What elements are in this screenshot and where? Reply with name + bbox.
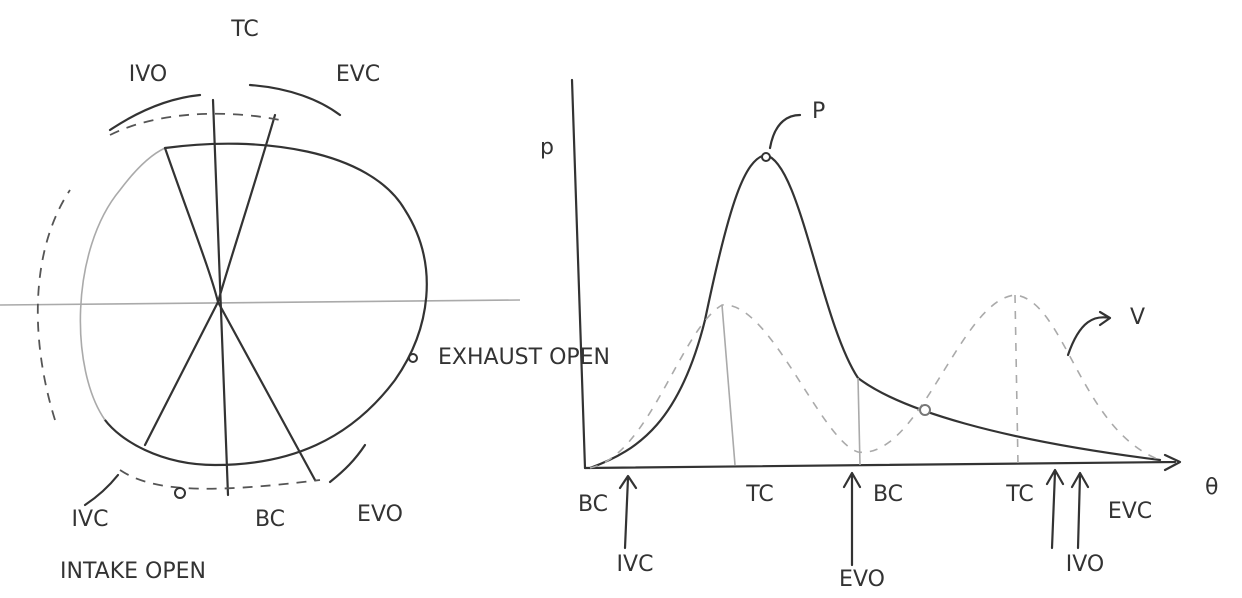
ivc-label: IVC [617,552,654,577]
evo-label: EVO [839,567,885,592]
evo-arrow [844,473,860,565]
evc-label: EVC [336,62,380,87]
bottom-arc [120,470,320,489]
ivo-label: IVO [129,62,167,87]
bc-label: BC [578,492,608,517]
y-axis-label: p [540,135,554,160]
vertical-axis [213,100,228,495]
pressure-curve [590,155,1160,468]
cycle-curve [105,144,427,465]
ivc-label: IVC [72,507,109,532]
overlap-arc [110,114,280,135]
stroke-line [145,148,218,445]
ivo-arrow [1047,470,1063,548]
intake-open-label: INTAKE OPEN [60,559,206,584]
ivo-arc [110,95,200,130]
evc-label: EVC [1108,499,1152,524]
tc-label: TC [1005,482,1034,507]
v-label: V [1130,305,1145,330]
volume-curve [590,295,1160,468]
ivc-arc [85,475,118,505]
x-axis [585,455,1180,470]
tc-label: TC [745,482,774,507]
tc-label: TC [230,17,259,42]
bc-label: BC [255,507,285,532]
tc-line [722,305,735,465]
y-axis [572,80,585,468]
p-pointer [770,115,800,148]
evo-label: EVO [357,502,403,527]
crossing-point [920,405,930,415]
intake-open-point [175,488,185,498]
bc-label: BC [873,482,903,507]
evc-arc [250,85,340,115]
ivo-label: IVO [1066,552,1104,577]
p-label: P [812,99,825,124]
pressure-plot: p θ P V BC TC BC TC IVC EVO IVO EVC [540,80,1218,592]
exhaust-open-point [409,354,417,362]
evo-arc [330,445,365,482]
sketch: TC IVO EVC EXHAUST OPEN IVC BC EVO INTAK… [0,0,1242,598]
x-axis-label: θ [1205,475,1218,500]
evc-arrow [1072,473,1088,548]
valve-diagram: TC IVO EVC EXHAUST OPEN IVC BC EVO INTAK… [0,17,610,584]
v-pointer [1068,312,1110,355]
cycle-curve-faint [80,148,165,420]
horizontal-axis [0,300,520,305]
exhaust-open-label: EXHAUST OPEN [438,345,610,370]
stroke-line [218,115,315,480]
tc-line [1015,295,1018,465]
peak-point [762,153,770,161]
ivc-arrow [620,476,636,548]
